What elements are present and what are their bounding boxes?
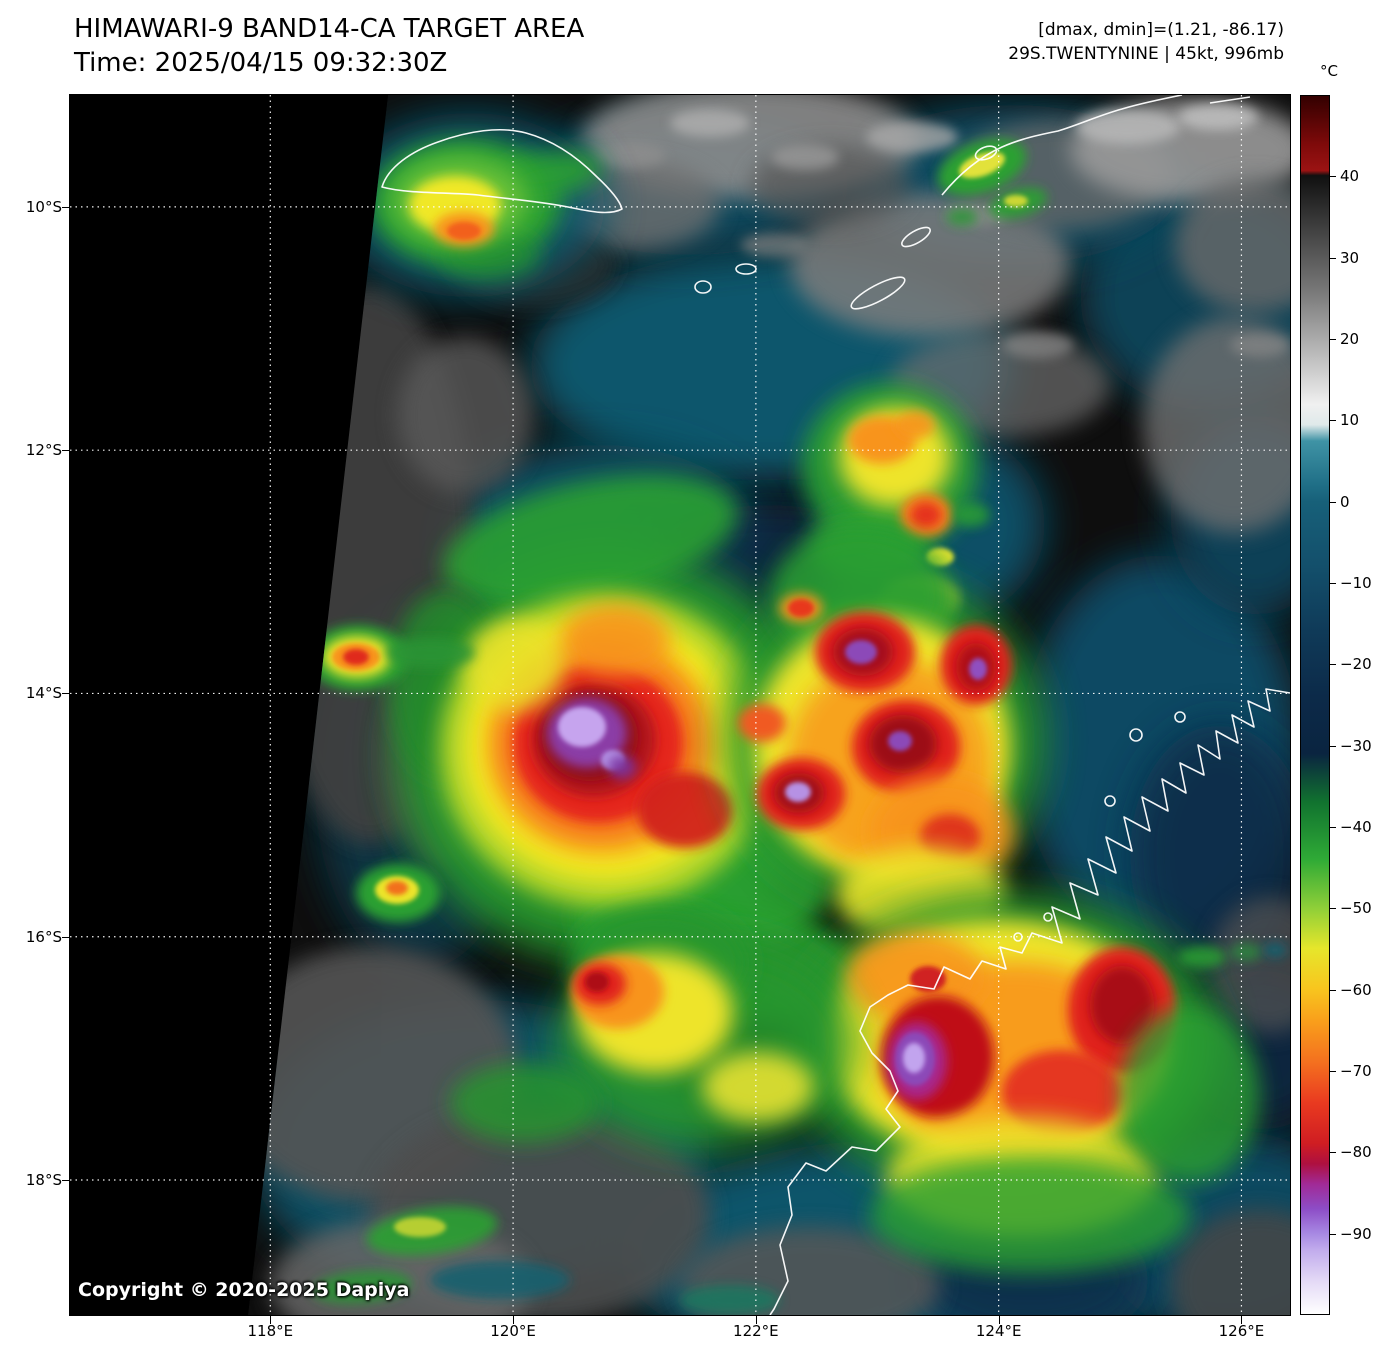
cyclone-core <box>390 475 866 1022</box>
colorbar-tick-label: 10 <box>1340 411 1360 430</box>
colorbar-tick-mark <box>1330 257 1336 259</box>
timestamp-label: Time: 2025/04/15 09:32:30Z <box>74 48 448 78</box>
colorbar-tick-mark <box>1330 583 1336 584</box>
colorbar-tick-label: −50 <box>1340 899 1372 918</box>
satellite-imagery <box>70 95 1290 1315</box>
colorbar-tick-label: −60 <box>1340 980 1372 999</box>
colorbar-tick-mark <box>1330 1233 1336 1235</box>
offshore-island-3 <box>1104 795 1116 807</box>
lat-tick-mark <box>62 450 70 452</box>
lon-tick-label: 124°E <box>975 1322 1022 1340</box>
colorbar-tick-label: 20 <box>1340 330 1360 348</box>
lat-tick-mark <box>62 1179 70 1181</box>
colorbar-tick-mark <box>1330 420 1336 422</box>
northwest-convection-blob <box>335 113 605 297</box>
north-green-streaks <box>937 138 1048 226</box>
colorbar-tick-mark <box>1330 745 1336 747</box>
lat-tick-label: 10°S <box>25 197 62 216</box>
lon-tick-mark <box>998 1316 1000 1324</box>
coastline-northeast-arc <box>941 95 1183 196</box>
lat-tick-mark <box>62 936 70 938</box>
coastline-northeast-arc-2 <box>1209 96 1251 104</box>
colorbar-tick-mark <box>1330 908 1336 910</box>
colorbar-tick-label: 0 <box>1340 492 1350 511</box>
east-convective-cluster <box>725 527 1045 943</box>
lon-tick-mark <box>270 1316 272 1324</box>
colorbar-unit-label: °C <box>1320 62 1338 80</box>
offshore-island-4 <box>1043 912 1053 922</box>
colorbar-tick-label: −70 <box>1340 1062 1372 1080</box>
satellite-map-plot: Copyright © 2020-2025 Dapiya <box>69 94 1291 1316</box>
island-chain-2 <box>901 226 931 248</box>
colorbar-tick-label: −20 <box>1340 655 1372 674</box>
island-chain-1 <box>850 276 906 310</box>
coastlines <box>381 95 1290 1315</box>
storm-info-annotation: 29S.TWENTYNINE | 45kt, 996mb <box>1008 44 1284 64</box>
coastline-timor <box>381 128 623 214</box>
lat-tick-label: 16°S <box>25 927 62 946</box>
offshore-island-2 <box>1174 711 1186 723</box>
colorbar-tick-label: 30 <box>1340 248 1360 267</box>
island-small-1 <box>694 280 712 294</box>
colorbar-tick-mark <box>1330 176 1336 178</box>
dmax-dmin-annotation: [dmax, dmin]=(1.21, -86.17) <box>1038 20 1284 40</box>
colorbar-tick-mark <box>1330 989 1336 991</box>
satellite-swath <box>248 95 1290 1315</box>
lon-tick-label: 122°E <box>733 1322 779 1340</box>
lat-tick-label: 18°S <box>25 1170 62 1189</box>
colorbar-tick-label: −10 <box>1340 574 1372 592</box>
temperature-colorbar <box>1300 95 1330 1315</box>
colorbar-tick-mark <box>1330 1071 1336 1072</box>
colorbar-tick-mark <box>1330 827 1336 828</box>
colorbar-tick-label: −90 <box>1340 1224 1372 1243</box>
lon-tick-label: 118°E <box>247 1322 294 1340</box>
western-isolated-cells <box>308 625 475 922</box>
colorbar-tick-label: −80 <box>1340 1143 1372 1162</box>
colorbar-tick-label: −40 <box>1340 818 1372 836</box>
colorbar-tick-mark <box>1330 664 1336 666</box>
colorbar-tick-label: 40 <box>1340 167 1360 186</box>
colorbar-tick-mark <box>1330 339 1336 340</box>
lat-tick-label: 14°S <box>25 684 62 703</box>
colorbar-tick-mark <box>1330 501 1336 503</box>
lon-tick-mark <box>1241 1316 1243 1324</box>
island-small-2 <box>735 263 757 275</box>
lat-tick-label: 12°S <box>25 441 62 460</box>
colorbar-tick-label: −30 <box>1340 736 1372 755</box>
offshore-island-1 <box>1129 728 1143 742</box>
lon-tick-label: 120°E <box>490 1322 536 1340</box>
lon-tick-mark <box>755 1316 757 1324</box>
colorbar-tick-mark <box>1330 1152 1336 1154</box>
lon-tick-label: 126°E <box>1218 1322 1265 1340</box>
page-title: HIMAWARI-9 BAND14-CA TARGET AREA <box>74 14 585 44</box>
coastline-kimberley <box>769 688 1290 1315</box>
south-central-band <box>450 905 855 1149</box>
lat-tick-mark <box>62 206 70 208</box>
copyright-watermark: Copyright © 2020-2025 Dapiya <box>78 1279 410 1301</box>
lon-tick-mark <box>513 1316 515 1324</box>
southwest-streaks <box>312 1206 780 1315</box>
lat-tick-mark <box>62 693 70 695</box>
